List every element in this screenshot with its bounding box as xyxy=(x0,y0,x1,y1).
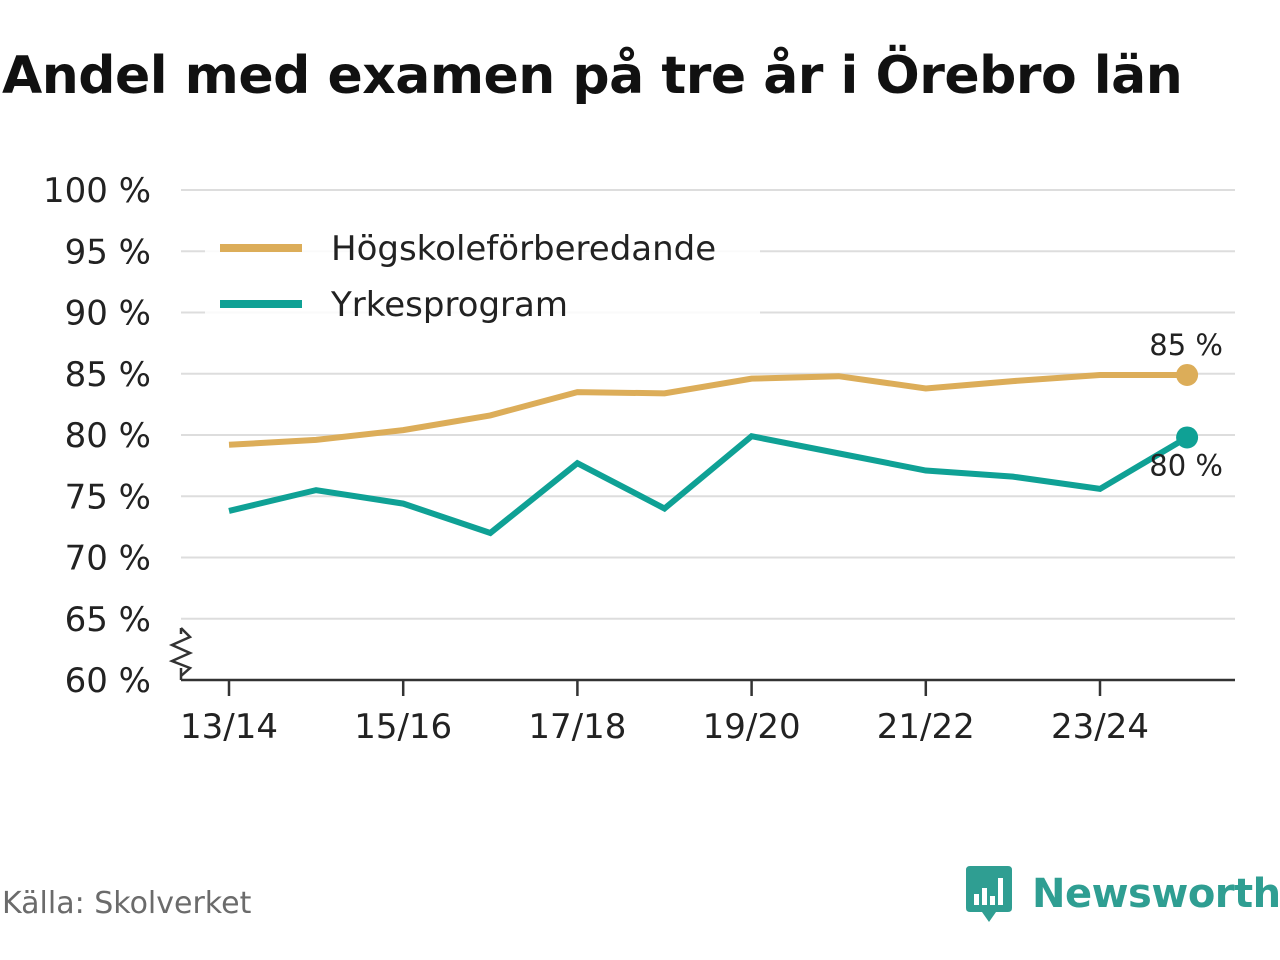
newsworthy-logo-icon xyxy=(966,866,1012,922)
legend: Högskoleförberedande Yrkesprogram xyxy=(205,222,760,326)
end-value-label: 85 % xyxy=(1149,328,1223,362)
y-tick-label: 65 % xyxy=(65,600,151,640)
x-tick-label: 13/14 xyxy=(180,707,278,747)
y-tick-label: 95 % xyxy=(65,232,151,272)
brand-name: Newsworthy xyxy=(1032,871,1280,917)
x-tick-label: 15/16 xyxy=(354,707,452,747)
end-value-label: 80 % xyxy=(1149,448,1223,482)
y-axis-labels: 100 % 95 % 90 % 85 % 80 % 75 % 70 % 65 % 60 % xyxy=(43,171,151,701)
chart-title: Andel med examen på tre år i Örebro län xyxy=(2,46,1183,106)
series-line-0 xyxy=(228,371,1188,448)
series-lines xyxy=(228,371,1189,537)
legend-background xyxy=(205,222,760,326)
axis-break-icon xyxy=(168,627,194,677)
y-tick-label: 85 % xyxy=(65,355,151,395)
x-tick-label: 23/24 xyxy=(1051,707,1149,747)
y-tick-label: 80 % xyxy=(65,416,151,456)
y-tick-label: 60 % xyxy=(65,661,151,701)
y-tick-label: 70 % xyxy=(65,539,151,579)
legend-label: Högskoleförberedande xyxy=(331,229,716,269)
y-tick-label: 90 % xyxy=(65,294,151,334)
brand-logo: Newsworthy xyxy=(964,864,1280,924)
end-marker xyxy=(1176,426,1199,449)
series-line-1 xyxy=(228,433,1189,537)
x-axis: 13/14 15/16 17/18 19/20 21/22 23/24 xyxy=(168,627,1235,747)
end-marker xyxy=(1176,363,1199,386)
x-tick-label: 21/22 xyxy=(877,707,975,747)
source-note: Källa: Skolverket xyxy=(2,886,252,921)
y-tick-label: 75 % xyxy=(65,477,151,517)
x-tick-label: 19/20 xyxy=(703,707,801,747)
end-labels: 85 % 80 % xyxy=(1149,328,1223,482)
legend-label: Yrkesprogram xyxy=(330,285,568,325)
axis-break-mask xyxy=(168,634,196,668)
x-tick-label: 17/18 xyxy=(528,707,626,747)
y-tick-label: 100 % xyxy=(43,171,151,211)
